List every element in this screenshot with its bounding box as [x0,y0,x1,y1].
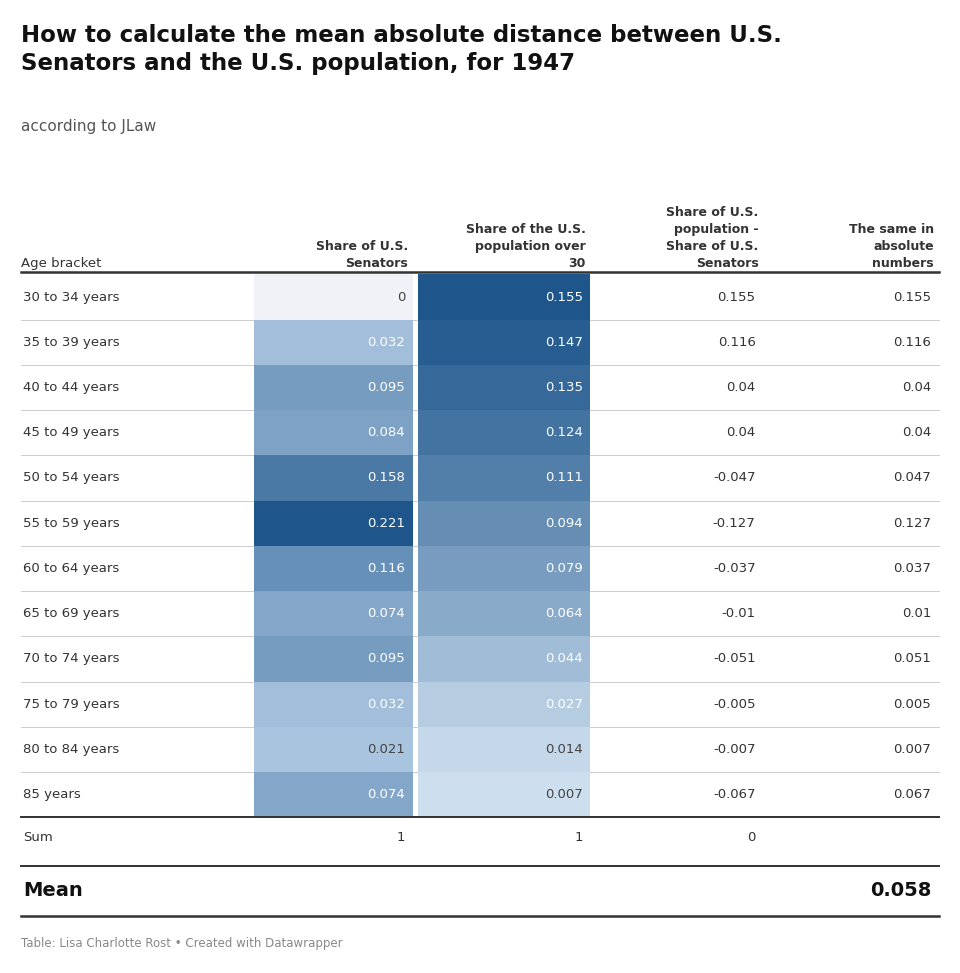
Text: Share of U.S.
population -
Share of U.S.
Senators: Share of U.S. population - Share of U.S.… [666,206,758,270]
Text: 0.074: 0.074 [368,788,405,801]
Text: 0.014: 0.014 [545,743,583,756]
Text: 40 to 44 years: 40 to 44 years [23,381,119,394]
Text: 1: 1 [574,831,583,845]
Text: Mean: Mean [23,882,83,900]
FancyBboxPatch shape [418,681,590,727]
Text: -0.005: -0.005 [713,698,756,710]
FancyBboxPatch shape [254,681,413,727]
Text: 0.095: 0.095 [368,653,405,666]
Text: 0.155: 0.155 [717,291,756,304]
Text: 0.084: 0.084 [368,426,405,439]
Text: 50 to 54 years: 50 to 54 years [23,472,120,485]
Text: 0.124: 0.124 [545,426,583,439]
Text: 0.032: 0.032 [368,336,405,348]
FancyBboxPatch shape [418,773,590,817]
Text: -0.037: -0.037 [713,562,756,575]
FancyBboxPatch shape [254,365,413,411]
Text: 0.04: 0.04 [902,426,931,439]
Text: 60 to 64 years: 60 to 64 years [23,562,119,575]
Text: 0: 0 [747,831,756,845]
Text: 0.027: 0.027 [545,698,583,710]
FancyBboxPatch shape [254,773,413,817]
Text: 0.135: 0.135 [544,381,583,394]
FancyBboxPatch shape [418,592,590,636]
Text: 65 to 69 years: 65 to 69 years [23,607,119,620]
FancyBboxPatch shape [254,727,413,773]
Text: Share of the U.S.
population over
30: Share of the U.S. population over 30 [466,224,586,270]
Text: 0.111: 0.111 [544,472,583,485]
Text: -0.007: -0.007 [713,743,756,756]
Text: 0.01: 0.01 [901,607,931,620]
Text: 0.058: 0.058 [870,882,931,900]
Text: 0.095: 0.095 [368,381,405,394]
Text: 0.127: 0.127 [893,517,931,529]
FancyBboxPatch shape [254,411,413,455]
FancyBboxPatch shape [254,274,413,319]
Text: 0.116: 0.116 [368,562,405,575]
Text: 0.037: 0.037 [894,562,931,575]
Text: 0.044: 0.044 [545,653,583,666]
Text: according to JLaw: according to JLaw [21,119,156,133]
Text: Sum: Sum [23,831,53,845]
FancyBboxPatch shape [418,411,590,455]
Text: Age bracket: Age bracket [21,258,102,270]
Text: 80 to 84 years: 80 to 84 years [23,743,119,756]
Text: -0.067: -0.067 [713,788,756,801]
Text: 0.158: 0.158 [368,472,405,485]
Text: The same in
absolute
numbers: The same in absolute numbers [849,224,934,270]
Text: 0.067: 0.067 [894,788,931,801]
Text: 0.221: 0.221 [367,517,405,529]
Text: 85 years: 85 years [23,788,81,801]
FancyBboxPatch shape [418,636,590,681]
FancyBboxPatch shape [418,274,590,319]
Text: 0.051: 0.051 [894,653,931,666]
Text: 0.079: 0.079 [545,562,583,575]
Text: -0.047: -0.047 [713,472,756,485]
Text: 0.094: 0.094 [545,517,583,529]
Text: 45 to 49 years: 45 to 49 years [23,426,119,439]
Text: 0.007: 0.007 [894,743,931,756]
FancyBboxPatch shape [254,636,413,681]
Text: 0.032: 0.032 [368,698,405,710]
Text: 55 to 59 years: 55 to 59 years [23,517,120,529]
Text: 0.147: 0.147 [545,336,583,348]
FancyBboxPatch shape [254,500,413,546]
Text: 0.155: 0.155 [544,291,583,304]
FancyBboxPatch shape [254,592,413,636]
Text: 0.005: 0.005 [894,698,931,710]
Text: Table: Lisa Charlotte Rost • Created with Datawrapper: Table: Lisa Charlotte Rost • Created wit… [21,937,343,951]
FancyBboxPatch shape [254,455,413,500]
Text: -0.051: -0.051 [713,653,756,666]
Text: 0.116: 0.116 [718,336,756,348]
Text: Share of U.S.
Senators: Share of U.S. Senators [316,240,408,270]
FancyBboxPatch shape [254,546,413,592]
FancyBboxPatch shape [254,319,413,365]
Text: 75 to 79 years: 75 to 79 years [23,698,120,710]
Text: 35 to 39 years: 35 to 39 years [23,336,120,348]
Text: 0.04: 0.04 [902,381,931,394]
Text: 30 to 34 years: 30 to 34 years [23,291,120,304]
Text: 0.074: 0.074 [368,607,405,620]
FancyBboxPatch shape [418,546,590,592]
Text: 0.021: 0.021 [368,743,405,756]
Text: 0: 0 [396,291,405,304]
Text: 0.155: 0.155 [893,291,931,304]
FancyBboxPatch shape [418,365,590,411]
Text: 70 to 74 years: 70 to 74 years [23,653,120,666]
Text: 0.04: 0.04 [727,426,756,439]
FancyBboxPatch shape [418,319,590,365]
Text: How to calculate the mean absolute distance between U.S.
Senators and the U.S. p: How to calculate the mean absolute dista… [21,24,782,75]
Text: 0.116: 0.116 [894,336,931,348]
Text: 0.064: 0.064 [545,607,583,620]
FancyBboxPatch shape [418,500,590,546]
Text: 0.04: 0.04 [727,381,756,394]
Text: 0.047: 0.047 [894,472,931,485]
Text: -0.127: -0.127 [712,517,756,529]
FancyBboxPatch shape [418,455,590,500]
FancyBboxPatch shape [418,727,590,773]
Text: -0.01: -0.01 [721,607,756,620]
Text: 0.007: 0.007 [545,788,583,801]
Text: 1: 1 [396,831,405,845]
